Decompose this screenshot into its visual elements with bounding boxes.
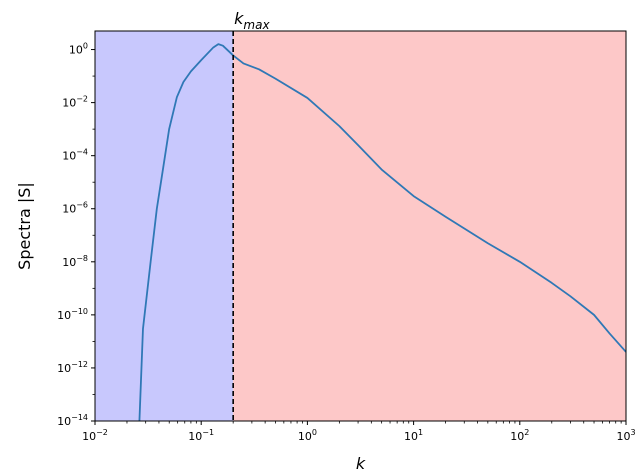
y-tick-label-5: 10−4 bbox=[62, 148, 88, 163]
y-tick-label-5-exp: −4 bbox=[76, 148, 88, 157]
y-tick-label-4: 10−6 bbox=[62, 201, 88, 216]
x-tick-label-0-exp: −2 bbox=[96, 428, 108, 437]
y-tick-label-5-base: 10 bbox=[62, 150, 76, 163]
x-tick-label-4-exp: 2 bbox=[524, 428, 529, 437]
y-axis-label: Spectra |S| bbox=[15, 182, 34, 270]
y-tick-label-7-base: 10 bbox=[69, 44, 83, 57]
y-tick-label-0: 10−14 bbox=[57, 413, 88, 428]
region-0 bbox=[95, 31, 234, 421]
x-tick-label-2-exp: 0 bbox=[312, 428, 317, 437]
k-max-marker: kmax bbox=[232, 9, 270, 421]
y-tick-label-6-base: 10 bbox=[62, 97, 76, 110]
x-tick-label-4: 102 bbox=[510, 428, 529, 443]
y-tick-label-4-base: 10 bbox=[62, 203, 76, 216]
y-tick-label-0-exp: −14 bbox=[71, 413, 88, 422]
x-tick-label-3: 101 bbox=[404, 428, 423, 443]
y-tick-label-2: 10−10 bbox=[57, 307, 88, 322]
x-tick-label-1-base: 10 bbox=[188, 430, 202, 443]
shaded-regions bbox=[95, 31, 627, 421]
x-tick-label-0: 10−2 bbox=[82, 428, 108, 443]
region-1 bbox=[233, 31, 627, 421]
x-tick-label-1-exp: −1 bbox=[202, 428, 214, 437]
y-tick-label-4-exp: −6 bbox=[76, 201, 88, 210]
x-tick-label-2: 100 bbox=[298, 428, 317, 443]
y-tick-label-2-base: 10 bbox=[57, 309, 71, 322]
k-max-label-main: k bbox=[234, 9, 244, 28]
series-line-0 bbox=[138, 43, 626, 421]
y-tick-label-2-exp: −10 bbox=[71, 307, 88, 316]
y-tick-label-7-exp: 0 bbox=[83, 42, 88, 51]
x-tick-label-5-exp: 3 bbox=[630, 428, 635, 437]
y-tick-label-0-base: 10 bbox=[57, 415, 71, 428]
x-tick-label-1: 10−1 bbox=[188, 428, 214, 443]
y-tick-label-1-base: 10 bbox=[57, 362, 71, 375]
y-tick-label-6-exp: −2 bbox=[76, 95, 88, 104]
x-tick-label-5-base: 10 bbox=[616, 430, 630, 443]
k-max-label-sub: max bbox=[243, 18, 270, 32]
x-tick-label-4-base: 10 bbox=[510, 430, 524, 443]
plot-frame bbox=[94, 30, 627, 422]
series-layer bbox=[138, 43, 626, 421]
x-tick-label-2-base: 10 bbox=[298, 430, 312, 443]
x-tick-label-3-base: 10 bbox=[404, 430, 418, 443]
y-tick-label-3-base: 10 bbox=[62, 256, 76, 269]
x-tick-label-5: 103 bbox=[616, 428, 635, 443]
x-tick-label-3-exp: 1 bbox=[418, 428, 423, 437]
x-axis-label: k bbox=[356, 454, 366, 473]
y-tick-label-1-exp: −12 bbox=[71, 360, 88, 369]
y-tick-label-3-exp: −8 bbox=[76, 254, 88, 263]
k-max-label: kmax bbox=[234, 9, 270, 32]
x-tick-label-0-base: 10 bbox=[82, 430, 96, 443]
y-tick-label-7: 100 bbox=[69, 42, 88, 57]
y-tick-label-3: 10−8 bbox=[62, 254, 88, 269]
y-tick-label-1: 10−12 bbox=[57, 360, 88, 375]
x-axis-ticks: 10−2 10−1 100 101 102 103 bbox=[82, 421, 636, 443]
y-tick-label-6: 10−2 bbox=[62, 95, 88, 110]
